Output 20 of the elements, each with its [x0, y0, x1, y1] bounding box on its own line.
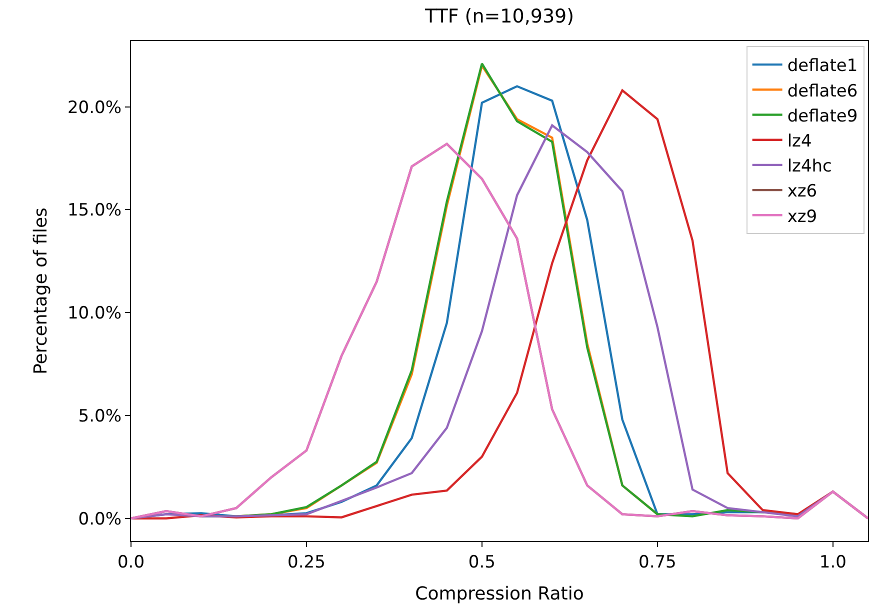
y-tick-label: 15.0%: [67, 200, 122, 221]
y-axis-title: Percentage of files: [30, 208, 52, 374]
y-tick-label: 0.0%: [78, 509, 122, 530]
legend-label: xz9: [787, 206, 818, 227]
x-tick-label: 1.0: [819, 552, 846, 572]
legend-label: deflate1: [787, 56, 858, 76]
legend-label: lz4: [787, 131, 812, 152]
y-tick-label: 20.0%: [67, 98, 122, 118]
chart-title: TTF (n=10,939): [424, 5, 574, 28]
y-tick-label: 5.0%: [78, 406, 122, 426]
y-tick-label: 10.0%: [67, 304, 122, 324]
x-tick-label: 0.5: [468, 552, 496, 572]
legend-label: deflate9: [787, 106, 858, 126]
x-tick-label: 0.75: [638, 552, 676, 572]
x-axis-title: Compression Ratio: [415, 584, 584, 605]
x-tick-label: 0.25: [288, 552, 326, 572]
legend-label: xz6: [787, 182, 818, 202]
legend-label: lz4hc: [787, 156, 832, 177]
legend-label: deflate6: [787, 81, 858, 102]
x-tick-label: 0.0: [117, 552, 145, 572]
